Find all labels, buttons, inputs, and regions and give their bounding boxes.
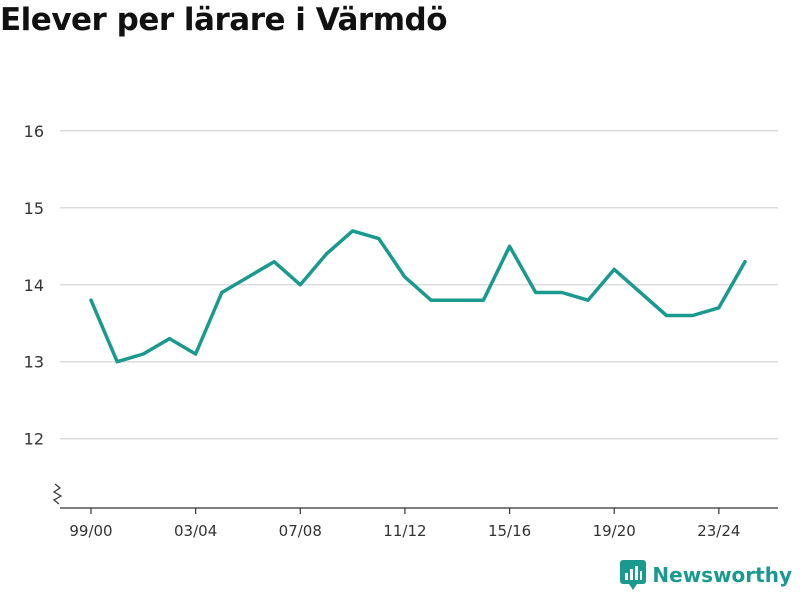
- data-point: [141, 352, 145, 356]
- y-tick-label: 14: [24, 276, 44, 295]
- data-point: [220, 290, 224, 294]
- data-point: [508, 244, 512, 248]
- series-line: [89, 229, 747, 364]
- x-tick-label: 23/24: [697, 522, 740, 540]
- x-tick-label: 19/20: [593, 522, 636, 540]
- y-tick-label: 12: [24, 430, 44, 449]
- y-axis-ticks: 12 13 14 15 16: [24, 122, 44, 449]
- data-point: [298, 283, 302, 287]
- data-point: [717, 306, 721, 310]
- data-point: [481, 298, 485, 302]
- gridlines: [60, 130, 778, 440]
- data-point: [167, 337, 171, 341]
- data-point: [246, 275, 250, 279]
- bar-chart-speech-bubble-icon: [620, 560, 647, 590]
- data-point: [429, 298, 433, 302]
- data-point: [612, 267, 616, 271]
- y-tick-label: 16: [24, 122, 44, 141]
- y-tick-label: 15: [24, 199, 44, 218]
- x-tick-label: 99/00: [69, 522, 112, 540]
- data-point: [351, 229, 355, 233]
- x-tick-label: 15/16: [488, 522, 531, 540]
- data-point: [324, 252, 328, 256]
- data-point: [89, 298, 93, 302]
- data-point: [560, 290, 564, 294]
- series-group: [89, 229, 747, 364]
- data-point: [743, 260, 747, 264]
- newsworthy-logo: Newsworthy: [620, 560, 792, 590]
- x-tick-label: 03/04: [174, 522, 217, 540]
- chart-title: Elever per lärare i Värmdö: [0, 2, 448, 38]
- data-point: [665, 314, 669, 318]
- x-axis: 99/00 03/04 07/08 11/12 15/16 19/20 23/24: [52, 483, 778, 540]
- data-point: [455, 298, 459, 302]
- data-point: [403, 275, 407, 279]
- data-point: [586, 298, 590, 302]
- axis-break-icon: [52, 483, 63, 505]
- data-point: [194, 352, 198, 356]
- data-point: [534, 290, 538, 294]
- data-point: [115, 360, 119, 364]
- data-point: [377, 237, 381, 241]
- data-point: [272, 260, 276, 264]
- brand-name: Newsworthy: [652, 563, 792, 587]
- y-tick-label: 13: [24, 353, 44, 372]
- data-point: [638, 290, 642, 294]
- x-tick-label: 07/08: [279, 522, 322, 540]
- data-point: [691, 314, 695, 318]
- x-tick-label: 11/12: [383, 522, 426, 540]
